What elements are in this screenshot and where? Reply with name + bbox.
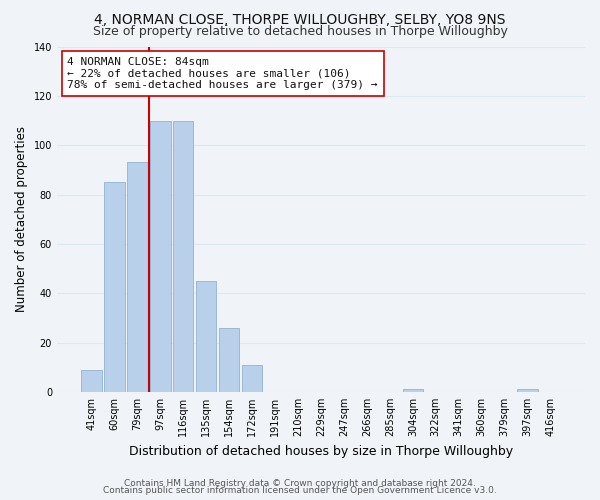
Bar bbox=[127, 162, 148, 392]
Bar bbox=[219, 328, 239, 392]
Bar bbox=[81, 370, 101, 392]
Bar bbox=[104, 182, 125, 392]
Y-axis label: Number of detached properties: Number of detached properties bbox=[15, 126, 28, 312]
Text: Contains HM Land Registry data © Crown copyright and database right 2024.: Contains HM Land Registry data © Crown c… bbox=[124, 478, 476, 488]
Bar bbox=[173, 120, 193, 392]
Text: 4 NORMAN CLOSE: 84sqm
← 22% of detached houses are smaller (106)
78% of semi-det: 4 NORMAN CLOSE: 84sqm ← 22% of detached … bbox=[67, 57, 378, 90]
Bar bbox=[517, 390, 538, 392]
Text: 4, NORMAN CLOSE, THORPE WILLOUGHBY, SELBY, YO8 9NS: 4, NORMAN CLOSE, THORPE WILLOUGHBY, SELB… bbox=[94, 12, 506, 26]
Text: Size of property relative to detached houses in Thorpe Willoughby: Size of property relative to detached ho… bbox=[92, 25, 508, 38]
X-axis label: Distribution of detached houses by size in Thorpe Willoughby: Distribution of detached houses by size … bbox=[129, 444, 513, 458]
Bar bbox=[242, 365, 262, 392]
Text: Contains public sector information licensed under the Open Government Licence v3: Contains public sector information licen… bbox=[103, 486, 497, 495]
Bar bbox=[196, 281, 217, 392]
Bar bbox=[403, 390, 423, 392]
Bar bbox=[150, 120, 170, 392]
